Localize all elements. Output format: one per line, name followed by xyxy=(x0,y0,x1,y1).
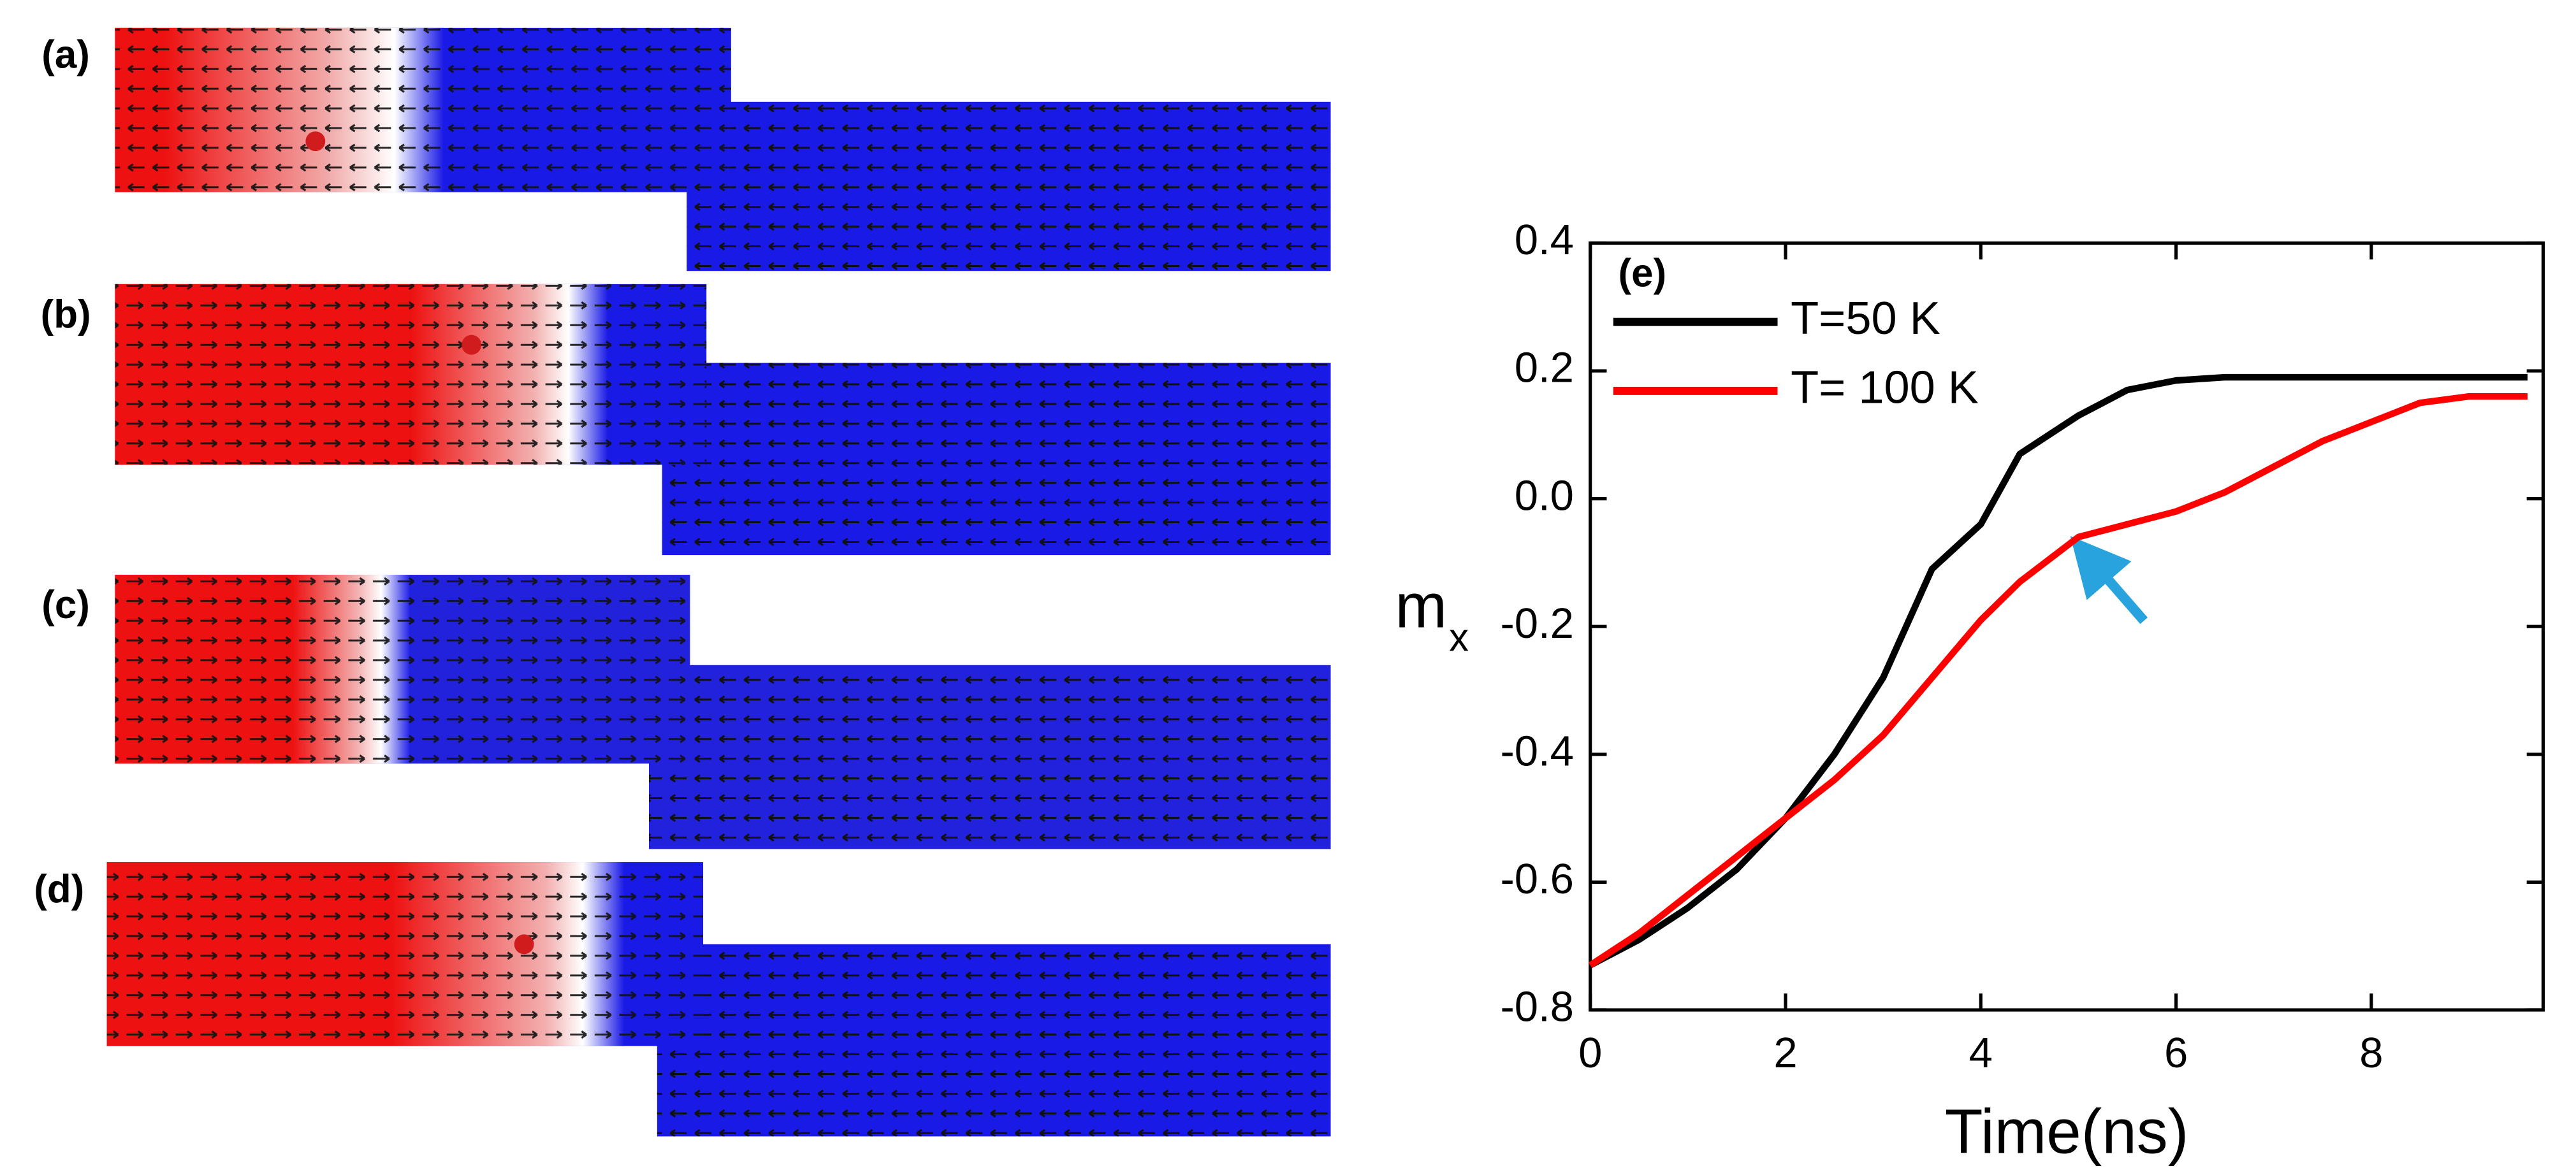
x-tick-label: 4 xyxy=(1969,1029,1993,1077)
legend-label: T=50 K xyxy=(1791,293,1940,344)
y-tick-label: -0.4 xyxy=(1500,728,1573,775)
panel-label: (b) xyxy=(41,292,91,336)
y-tick-label: 0.0 xyxy=(1515,472,1574,519)
x-axis-label: Time(ns) xyxy=(1945,1096,2189,1166)
panel-a: (a) xyxy=(41,27,1331,271)
panel-d: (d) xyxy=(34,862,1331,1137)
legend-label: T= 100 K xyxy=(1791,362,1979,413)
line-chart: (e) Time(ns) m x 0 2 4 6 8 -0.8 -0.6 -0.4 -0.2 0.… xyxy=(1395,216,2545,1166)
y-axis-label: m xyxy=(1395,571,1447,641)
panel-label: (d) xyxy=(34,867,84,911)
x-tick-label: 0 xyxy=(1578,1029,1602,1077)
y-tick-label: 0.2 xyxy=(1515,344,1574,392)
y-axis-label-subscript: x xyxy=(1449,616,1469,660)
y-tick-label: -0.8 xyxy=(1500,983,1573,1031)
panel-label: (c) xyxy=(41,583,90,627)
x-tick-label: 2 xyxy=(1773,1029,1797,1077)
x-tick-label: 6 xyxy=(2164,1029,2188,1077)
series-line xyxy=(1589,373,2528,969)
panel-b: (b) xyxy=(41,284,1331,556)
y-tick-label: -0.6 xyxy=(1500,855,1573,903)
y-tick-label: -0.2 xyxy=(1500,600,1573,647)
panel-c: (c) xyxy=(41,575,1331,849)
panel-label: (a) xyxy=(41,33,90,77)
annotation-arrow xyxy=(2070,536,2148,624)
plot-frame xyxy=(1589,241,2545,1012)
x-tick-label: 8 xyxy=(2359,1029,2383,1077)
y-tick-label: 0.4 xyxy=(1515,216,1574,264)
panel-label: (e) xyxy=(1619,251,1667,295)
series-line xyxy=(1588,393,2528,969)
